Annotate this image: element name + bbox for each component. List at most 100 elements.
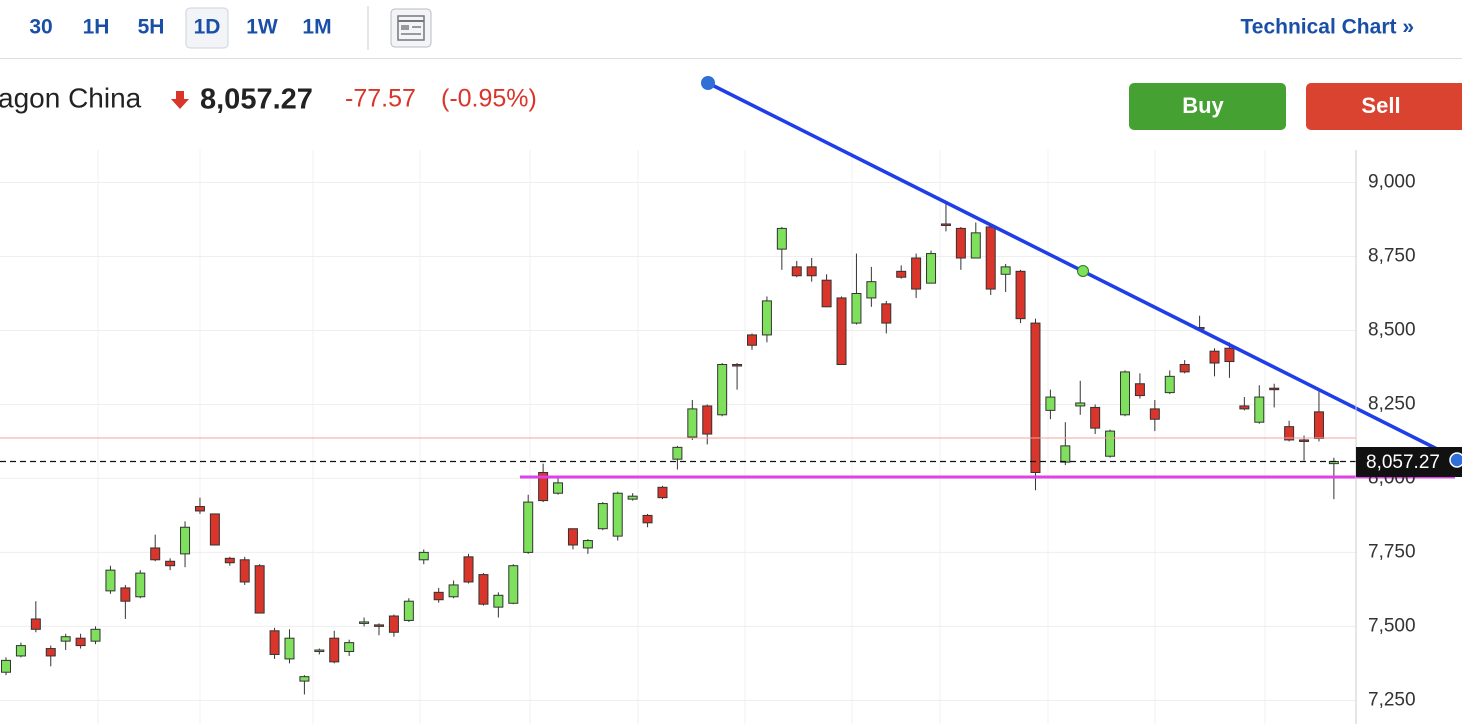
candle-body — [374, 624, 384, 627]
candle-body — [657, 486, 668, 499]
instrument-name: agon China — [0, 82, 142, 113]
candle-body — [1284, 426, 1295, 441]
interval-tab[interactable]: 1H — [83, 16, 110, 39]
candle-body — [150, 547, 161, 561]
candle-body — [508, 565, 519, 604]
trend-handle[interactable] — [1449, 452, 1462, 468]
candle-body — [30, 618, 41, 630]
candle-body — [105, 569, 116, 592]
candle-body — [418, 551, 429, 561]
candle-body — [866, 281, 877, 299]
candle-body — [597, 503, 608, 530]
technical-chart-link[interactable]: Technical Chart » — [1241, 16, 1415, 39]
layout-icon[interactable] — [390, 8, 432, 48]
candle-body — [478, 574, 489, 605]
y-tick-label: 8,750 — [1368, 246, 1416, 267]
buy-label[interactable]: Buy — [1182, 93, 1224, 118]
candle-body — [90, 628, 101, 642]
price-change: -77.57 — [345, 85, 416, 113]
candle-body — [314, 649, 325, 653]
sell-button[interactable] — [1306, 83, 1462, 130]
candle-body — [433, 591, 444, 601]
price-tag-box — [1356, 447, 1462, 477]
candle-body — [911, 257, 922, 290]
price-tag: 8,057.27 — [1356, 447, 1462, 477]
candle-body — [1090, 406, 1101, 429]
candle-body — [448, 584, 459, 598]
candle-body — [955, 227, 966, 259]
candle-body — [1, 659, 11, 673]
buy-button[interactable] — [1129, 83, 1286, 130]
y-tick-label: 7,750 — [1368, 541, 1416, 562]
interval-tab[interactable]: 1W — [246, 16, 278, 39]
candle-body — [60, 636, 71, 642]
candle-body — [493, 594, 504, 608]
candle-body — [791, 266, 802, 277]
candle-body — [120, 587, 131, 602]
candle-body — [75, 637, 86, 647]
candle-body — [896, 270, 907, 278]
interval-tab[interactable]: 1D — [194, 16, 221, 39]
candle-body — [15, 645, 26, 657]
candle-body — [1209, 350, 1220, 364]
candle-body — [403, 600, 414, 621]
candle-body — [1164, 375, 1175, 394]
candle-body — [567, 528, 578, 546]
overlay — [0, 76, 1458, 479]
trend-midpoint[interactable] — [1077, 265, 1089, 277]
candle-body — [194, 506, 205, 512]
candle-body — [523, 501, 534, 553]
candle-body — [553, 482, 564, 494]
candle-body — [1224, 347, 1235, 363]
candle-body — [254, 565, 265, 614]
candle-body — [180, 526, 191, 555]
candle-body — [299, 676, 310, 682]
candle-body — [687, 408, 698, 438]
candle-body — [940, 223, 951, 226]
candle-body — [1269, 387, 1280, 391]
interval-tab[interactable]: 1M — [302, 16, 331, 39]
candle-body — [851, 293, 862, 324]
candle-body — [1149, 408, 1160, 420]
candle-body — [165, 560, 176, 567]
y-tick-label: 7,250 — [1368, 689, 1416, 710]
candle-body — [985, 226, 996, 290]
candle-body — [1105, 430, 1116, 457]
last-price: 8,057.27 — [200, 84, 313, 116]
candle-body — [1030, 322, 1041, 474]
trend-handle[interactable] — [701, 76, 715, 90]
sell-label[interactable]: Sell — [1361, 93, 1400, 118]
candle-body — [836, 297, 847, 366]
candle-body — [717, 364, 728, 416]
candle-body — [1045, 396, 1056, 411]
interval-tabs: 30 1H 5H 1D 1W 1M — [29, 16, 331, 39]
candle-body — [1015, 270, 1026, 320]
candle-body — [1060, 445, 1071, 463]
candle-body — [1000, 266, 1011, 275]
candle-body — [329, 637, 340, 663]
candle-body — [538, 472, 549, 502]
interval-tab[interactable]: 5H — [138, 16, 165, 39]
candle-body — [239, 559, 250, 583]
down-arrow — [171, 91, 189, 109]
candle-body — [1313, 411, 1324, 439]
candle-body — [761, 300, 772, 336]
candle-body — [806, 266, 817, 277]
candle-body — [463, 556, 474, 583]
y-tick-label: 8,250 — [1368, 393, 1416, 414]
selected-interval-box — [185, 7, 229, 49]
candle-body — [359, 621, 370, 624]
y-tick-label: 7,500 — [1368, 615, 1416, 636]
candle-body — [45, 648, 56, 657]
candle-body — [269, 630, 280, 655]
interval-tab[interactable]: 30 — [29, 16, 52, 39]
y-tick-label: 8,500 — [1368, 320, 1416, 341]
candle-body — [1134, 383, 1145, 397]
candle-body — [209, 513, 220, 546]
candle-body — [747, 334, 757, 346]
candle-body — [388, 615, 399, 633]
candle-body — [821, 279, 832, 308]
price-change-percent: (-0.95%) — [441, 85, 537, 113]
